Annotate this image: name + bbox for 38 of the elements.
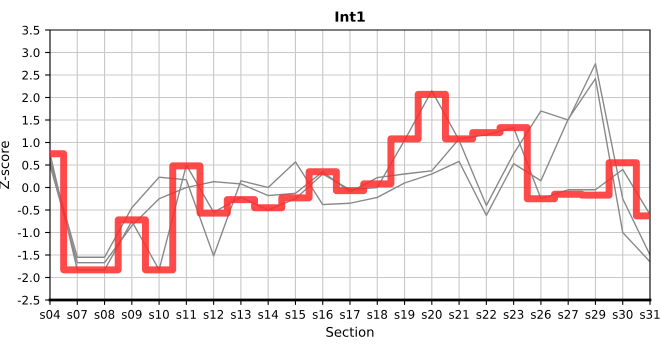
y-tick-label: 2.5 bbox=[22, 70, 40, 80]
y-tick-label: 3.5 bbox=[22, 26, 40, 35]
y-tick-label: 2.0 bbox=[22, 93, 40, 102]
x-tick-label: s16 bbox=[312, 310, 333, 319]
y-tick-label: 0.0 bbox=[22, 183, 40, 192]
x-tick-label: s30 bbox=[612, 310, 633, 319]
y-tick-label: -2.0 bbox=[18, 273, 40, 282]
x-tick-label: s12 bbox=[204, 310, 224, 319]
x-tick-label: s08 bbox=[94, 310, 114, 319]
x-tick-label: s10 bbox=[149, 310, 169, 319]
x-tick-label: s15 bbox=[286, 310, 306, 319]
x-tick-label: s11 bbox=[176, 310, 196, 319]
x-tick-label: s19 bbox=[394, 310, 414, 319]
y-tick-label: 1.0 bbox=[22, 138, 40, 148]
x-tick-label: s21 bbox=[449, 310, 469, 319]
x-tick-label: s07 bbox=[67, 310, 87, 319]
y-tick-label: -2.5 bbox=[18, 296, 40, 305]
chart-title: Int1 bbox=[336, 12, 365, 22]
x-tick-label: s26 bbox=[530, 310, 551, 319]
x-tick-label: s20 bbox=[422, 310, 442, 319]
x-tick-label: s04 bbox=[40, 310, 60, 319]
x-tick-label: s29 bbox=[586, 310, 606, 319]
x-tick-label: s13 bbox=[230, 310, 251, 319]
x-axis-title: Section bbox=[326, 326, 374, 337]
y-tick-label: -1.0 bbox=[18, 228, 40, 238]
x-tick-label: s09 bbox=[122, 310, 142, 319]
y-tick-label: -1.5 bbox=[18, 250, 40, 260]
y-tick-label: 1.5 bbox=[22, 116, 40, 125]
x-tick-label: s14 bbox=[258, 310, 278, 319]
y-tick-label: 3.0 bbox=[22, 48, 40, 58]
x-tick-label: s31 bbox=[640, 310, 660, 319]
x-tick-label: s27 bbox=[558, 310, 578, 319]
x-tick-label: s23 bbox=[504, 310, 524, 319]
y-tick-label: -0.5 bbox=[18, 206, 40, 215]
x-tick-label: s17 bbox=[340, 310, 360, 319]
y-tick-label: 0.5 bbox=[22, 160, 40, 170]
x-tick-label: s22 bbox=[476, 310, 496, 319]
x-tick-label: s18 bbox=[367, 310, 388, 319]
